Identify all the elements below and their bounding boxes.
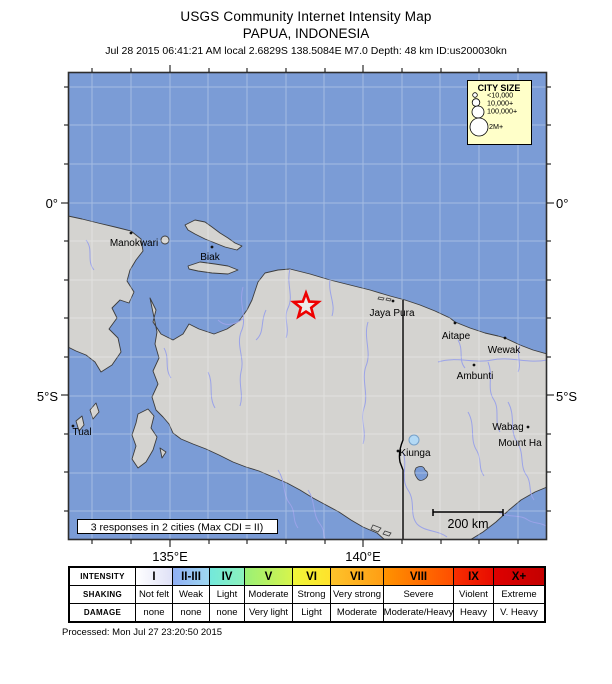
processed-timestamp: Processed: Mon Jul 27 23:20:50 2015 (62, 627, 223, 638)
shaking-cell-4: Moderate (245, 586, 293, 604)
city-dot-aitape (453, 321, 457, 325)
city-label-wewak: Wewak (488, 345, 522, 356)
city-size-label-2: 10,000+ (487, 99, 513, 108)
city-label-wabag: Wabag (492, 422, 523, 433)
island-aru (131, 408, 167, 469)
shaking-cell-7: Severe (384, 586, 454, 604)
city-dot-tual (71, 424, 75, 428)
scale-bar (432, 509, 504, 516)
city-size-circle-large-icon (471, 105, 485, 119)
shaking-cell-6: Very strong (331, 586, 384, 604)
city-size-label-4: 2M+ (489, 122, 503, 131)
axis-ticks (61, 65, 554, 547)
international-border (398, 300, 404, 540)
map-frame (67, 71, 548, 541)
city-labels: Manokwari Biak Jaya Pura Aitape Wewak Am… (72, 238, 542, 459)
graticule (68, 72, 547, 540)
intensity-cell-1: I (136, 568, 173, 586)
damage-cell-5: Light (293, 604, 331, 621)
event-details-line: Jul 28 2015 06:41:21 AM local 2.6829S 13… (105, 45, 507, 57)
lon-label-140e: 140°E (345, 549, 381, 564)
response-status-box: 3 responses in 2 cities (Max CDI = II) (77, 519, 278, 534)
lon-label-135e: 135°E (152, 549, 188, 564)
city-size-circle-small-icon (472, 92, 478, 98)
damage-cell-3: none (210, 604, 245, 621)
city-dot-wabag (526, 425, 530, 429)
intensity-cell-2: II-III (173, 568, 210, 586)
city-dot-ambunti (472, 363, 476, 367)
city-markers (71, 231, 530, 453)
response-city-circle (408, 434, 420, 446)
city-label-manokwari: Manokwari (110, 238, 158, 249)
island-biak (184, 219, 243, 251)
city-size-label-1: <10,000 (487, 91, 513, 100)
city-dot-jayapura (391, 299, 395, 303)
city-size-circle-medium-icon (471, 98, 481, 107)
city-dot-biak (210, 245, 214, 249)
intensity-cell-8: IX (454, 568, 494, 586)
intensity-cell-5: VI (293, 568, 331, 586)
city-dot-kiunga (396, 449, 400, 453)
lat-label-5s-right: 5°S (556, 389, 578, 404)
city-label-biak: Biak (200, 252, 220, 263)
landmass-birds-head (68, 215, 144, 373)
shaking-cell-8: Violent (454, 586, 494, 604)
lat-label-0-right: 0° (556, 196, 569, 211)
landmass-new-guinea (149, 268, 547, 540)
shaking-cell-1: Not felt (136, 586, 173, 604)
shaking-cell-3: Light (210, 586, 245, 604)
page-title: USGS Community Internet Intensity Map (180, 9, 432, 24)
island-numfor (160, 235, 170, 245)
city-dot-manokwari (129, 231, 133, 235)
city-size-legend: CITY SIZE <10,000 10,000+ 100,000+ 2M+ (467, 80, 532, 145)
damage-cell-6: Moderate (331, 604, 384, 621)
table-row-label-intensity: INTENSITY (70, 568, 136, 586)
rivers (85, 239, 547, 540)
damage-cell-4: Very light (245, 604, 293, 621)
city-dot-wewak (503, 336, 507, 340)
damage-cell-9: V. Heavy (500, 607, 538, 618)
intensity-cell-9: X+ (494, 568, 544, 586)
shaking-cell-9: Extreme (494, 586, 544, 604)
event-region-title: PAPUA, INDONESIA (242, 26, 370, 41)
city-label-aitape: Aitape (442, 331, 471, 342)
intensity-cell-7: VIII (384, 568, 454, 586)
city-size-circle-xlarge-icon (469, 117, 489, 137)
city-label-tual: Tual (72, 427, 91, 438)
city-size-label-3: 100,000+ (487, 107, 517, 116)
city-label-kiunga: Kiunga (399, 448, 431, 459)
city-size-legend-title: CITY SIZE (478, 83, 521, 93)
lat-label-0-left: 0° (45, 196, 58, 211)
epicenter-star-icon (290, 289, 322, 320)
damage-cell-8: Heavy (454, 604, 494, 621)
intensity-legend-table: INTENSITY I II-III IV V VI VII VIII IX X… (68, 566, 546, 623)
shaking-cell-5: Strong (293, 586, 331, 604)
city-label-mount-hagen: Mount Ha (498, 438, 542, 449)
damage-cell-2: none (173, 604, 210, 621)
intensity-cell-3: IV (210, 568, 245, 586)
damage-cell-7: Moderate/Heavy (384, 604, 454, 621)
city-label-ambunti: Ambunti (457, 371, 494, 382)
shaking-cell-2: Weak (173, 586, 210, 604)
table-row-label-damage: DAMAGE (70, 604, 136, 621)
scale-bar-label: 200 km (448, 517, 489, 531)
table-row-label-shaking: SHAKING (70, 586, 136, 604)
intensity-cell-4: V (245, 568, 293, 586)
city-label-jayapura: Jaya Pura (369, 308, 414, 319)
island-yapen (187, 261, 239, 275)
lake (414, 466, 429, 481)
damage-cell-1: none (136, 604, 173, 621)
intensity-cell-6: VII (331, 568, 384, 586)
map-area: 200 km Manokwari Biak Jaya Pura Aitape W… (68, 72, 547, 540)
response-status-text: 3 responses in 2 cities (Max CDI = II) (91, 522, 263, 534)
island-kai (75, 402, 100, 432)
small-coastal-islands (370, 296, 392, 537)
lat-label-5s-left: 5°S (36, 389, 58, 404)
